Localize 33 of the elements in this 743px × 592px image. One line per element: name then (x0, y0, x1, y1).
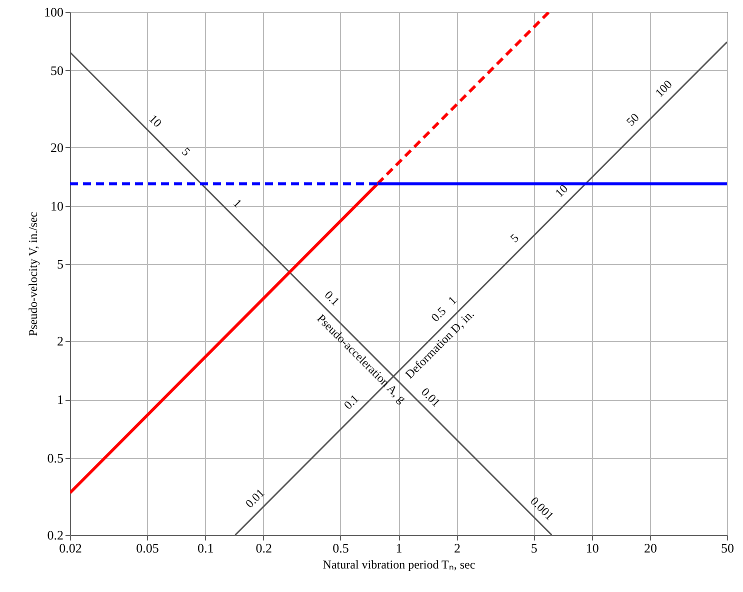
y-tick-label: 50 (50, 62, 64, 78)
y-tick-label: 20 (50, 140, 64, 155)
y-tick-label: 5 (57, 256, 64, 272)
annotation: 0.1 (340, 392, 362, 412)
y-tick-label: 0.5 (47, 450, 64, 466)
annotation: 100 (652, 77, 675, 100)
y-tick-label: 100 (44, 4, 64, 20)
x-tick-label: 0.05 (136, 540, 159, 556)
annotation: 0.1 (322, 288, 342, 308)
y-tick-label: 2 (57, 334, 64, 349)
annotation: 5 (178, 144, 194, 159)
annotation: 10 (146, 112, 165, 130)
y-tick-label: 10 (50, 198, 64, 214)
x-tick-label: 0.5 (332, 540, 349, 556)
x-axis-title: Natural vibration period Tₙ, sec (322, 558, 476, 572)
annotation: 50 (624, 110, 642, 129)
x-tick-label: 50 (721, 540, 734, 556)
y-axis-title: Pseudo-velocity V, in./sec (26, 212, 40, 336)
x-tick-label: 0.1 (198, 540, 214, 556)
x-tick-label: 0.02 (59, 540, 82, 556)
y-tick-label: 1 (57, 392, 64, 408)
x-tick-label: 1 (396, 540, 402, 556)
annotation: 0.01 (418, 384, 444, 410)
y-tick-label: 0.2 (47, 528, 64, 542)
x-tick-label: 5 (530, 540, 538, 556)
x-tick-label: 2 (454, 540, 460, 556)
x-tick-label: 20 (644, 540, 658, 556)
annotation: 5 (507, 230, 522, 246)
annotation: 1 (230, 196, 245, 210)
x-tick-label: 10 (586, 540, 599, 556)
annotation: 0.01 (242, 486, 268, 511)
annotation: 10 (552, 182, 571, 200)
x-tick-label: 0.2 (256, 540, 272, 556)
